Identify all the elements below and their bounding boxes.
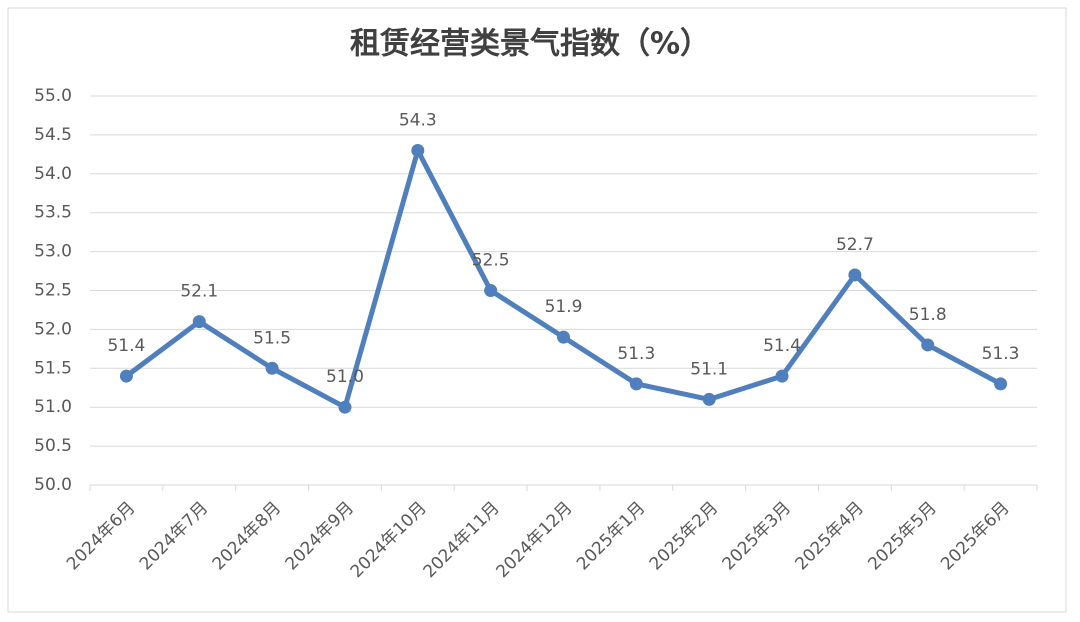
- data-label: 51.3: [982, 344, 1020, 364]
- data-label: 51.4: [107, 336, 145, 356]
- data-label: 51.3: [617, 344, 655, 364]
- data-label: 51.4: [763, 336, 801, 356]
- point: [702, 392, 716, 406]
- y-tick-label: 52.0: [34, 319, 72, 339]
- point: [775, 369, 789, 383]
- data-label: 52.1: [180, 282, 218, 302]
- y-tick-label: 55.0: [34, 86, 72, 106]
- point: [192, 315, 206, 329]
- data-label: 52.7: [836, 235, 874, 255]
- data-label: 54.3: [399, 110, 437, 130]
- chart-title: 租赁经营类景气指数（%）: [350, 27, 710, 62]
- point: [629, 377, 643, 391]
- data-label: 51.8: [909, 305, 947, 325]
- y-tick-label: 54.0: [34, 164, 72, 184]
- point: [921, 338, 935, 352]
- y-tick-label: 53.5: [34, 203, 72, 223]
- y-tick-label: 51.0: [34, 397, 72, 417]
- data-label: 51.1: [690, 359, 728, 379]
- point: [848, 268, 862, 282]
- point: [265, 361, 279, 375]
- point: [411, 143, 425, 157]
- point: [484, 284, 498, 297]
- y-tick-label: 50.5: [34, 436, 72, 456]
- y-tick-label: 54.5: [34, 125, 72, 145]
- data-label: 51.0: [326, 367, 364, 387]
- point: [119, 369, 133, 383]
- data-label: 51.9: [545, 297, 583, 317]
- y-tick-label: 51.5: [34, 358, 72, 378]
- data-label: 51.5: [253, 328, 291, 348]
- point: [994, 377, 1008, 391]
- y-tick-label: 53.0: [34, 242, 72, 262]
- data-label: 52.5: [472, 251, 510, 271]
- point: [557, 330, 570, 344]
- y-tick-label: 50.0: [34, 475, 72, 495]
- point: [338, 400, 352, 414]
- y-tick-label: 52.5: [34, 281, 72, 301]
